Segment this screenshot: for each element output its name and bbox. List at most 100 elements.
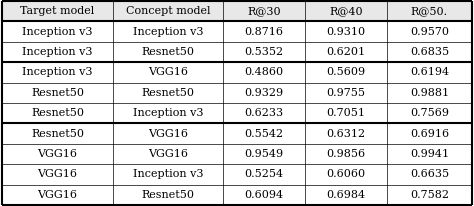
Bar — [223, 144, 305, 164]
Text: 0.7582: 0.7582 — [410, 190, 449, 200]
Bar — [305, 185, 387, 205]
Text: 0.6094: 0.6094 — [245, 190, 283, 200]
Text: Target model: Target model — [20, 6, 95, 16]
Bar — [2, 42, 113, 62]
Text: 0.9755: 0.9755 — [327, 88, 365, 98]
Bar — [305, 103, 387, 123]
Text: Resnet50: Resnet50 — [141, 88, 194, 98]
Bar — [113, 21, 223, 42]
Bar — [387, 42, 472, 62]
Text: Inception v3: Inception v3 — [133, 169, 203, 179]
Text: 0.6916: 0.6916 — [410, 129, 449, 139]
Bar — [387, 164, 472, 185]
Bar — [113, 144, 223, 164]
Text: 0.6233: 0.6233 — [245, 108, 283, 118]
Bar — [387, 1, 472, 21]
Text: 0.6635: 0.6635 — [410, 169, 449, 179]
Bar — [2, 123, 113, 144]
Text: 0.8716: 0.8716 — [245, 27, 283, 37]
Text: VGG16: VGG16 — [148, 129, 188, 139]
Text: 0.5352: 0.5352 — [245, 47, 283, 57]
Text: Inception v3: Inception v3 — [133, 108, 203, 118]
Bar — [113, 185, 223, 205]
Bar — [387, 21, 472, 42]
Text: Resnet50: Resnet50 — [31, 88, 84, 98]
Text: 0.6194: 0.6194 — [410, 67, 449, 77]
Text: R@30: R@30 — [247, 6, 281, 16]
Text: 0.6984: 0.6984 — [327, 190, 365, 200]
Text: 0.6835: 0.6835 — [410, 47, 449, 57]
Bar — [2, 21, 113, 42]
Bar — [113, 164, 223, 185]
Bar — [387, 185, 472, 205]
Bar — [113, 1, 223, 21]
Text: 0.6060: 0.6060 — [327, 169, 365, 179]
Text: 0.6312: 0.6312 — [327, 129, 365, 139]
Text: 0.9329: 0.9329 — [245, 88, 283, 98]
Bar — [113, 42, 223, 62]
Text: 0.5609: 0.5609 — [327, 67, 365, 77]
Bar — [223, 185, 305, 205]
Bar — [223, 1, 305, 21]
Text: VGG16: VGG16 — [148, 149, 188, 159]
Bar — [223, 164, 305, 185]
Bar — [2, 164, 113, 185]
Text: 0.5542: 0.5542 — [245, 129, 283, 139]
Text: 0.4860: 0.4860 — [245, 67, 283, 77]
Bar — [113, 62, 223, 83]
Bar — [223, 21, 305, 42]
Text: Resnet50: Resnet50 — [31, 108, 84, 118]
Bar — [305, 42, 387, 62]
Text: 0.7051: 0.7051 — [327, 108, 365, 118]
Text: VGG16: VGG16 — [37, 190, 78, 200]
Bar — [223, 123, 305, 144]
Text: Resnet50: Resnet50 — [31, 129, 84, 139]
Text: Concept model: Concept model — [126, 6, 210, 16]
Text: R@40: R@40 — [329, 6, 363, 16]
Bar — [2, 1, 113, 21]
Text: 0.6201: 0.6201 — [327, 47, 365, 57]
Text: Inception v3: Inception v3 — [22, 27, 93, 37]
Bar — [2, 185, 113, 205]
Text: Resnet50: Resnet50 — [141, 47, 194, 57]
Bar — [223, 42, 305, 62]
Text: 0.9856: 0.9856 — [327, 149, 365, 159]
Text: Inception v3: Inception v3 — [22, 47, 93, 57]
Bar — [305, 1, 387, 21]
Bar — [305, 62, 387, 83]
Text: VGG16: VGG16 — [37, 169, 78, 179]
Text: 0.9941: 0.9941 — [410, 149, 449, 159]
Text: R@50.: R@50. — [411, 6, 448, 16]
Text: 0.9310: 0.9310 — [327, 27, 365, 37]
Text: 0.7569: 0.7569 — [410, 108, 449, 118]
Bar — [2, 62, 113, 83]
Text: 0.9549: 0.9549 — [245, 149, 283, 159]
Text: VGG16: VGG16 — [148, 67, 188, 77]
Text: 0.9881: 0.9881 — [410, 88, 449, 98]
Bar — [113, 123, 223, 144]
Text: Resnet50: Resnet50 — [141, 190, 194, 200]
Bar — [223, 103, 305, 123]
Text: 0.9570: 0.9570 — [410, 27, 449, 37]
Bar — [305, 164, 387, 185]
Bar — [387, 103, 472, 123]
Bar — [387, 83, 472, 103]
Bar — [223, 62, 305, 83]
Bar — [387, 144, 472, 164]
Bar — [305, 21, 387, 42]
Bar — [2, 103, 113, 123]
Bar — [113, 83, 223, 103]
Bar — [113, 103, 223, 123]
Bar — [305, 144, 387, 164]
Bar — [305, 83, 387, 103]
Bar — [387, 62, 472, 83]
Text: Inception v3: Inception v3 — [22, 67, 93, 77]
Bar — [223, 83, 305, 103]
Bar — [2, 144, 113, 164]
Bar — [305, 123, 387, 144]
Text: VGG16: VGG16 — [37, 149, 78, 159]
Bar — [2, 83, 113, 103]
Text: 0.5254: 0.5254 — [245, 169, 283, 179]
Text: Inception v3: Inception v3 — [133, 27, 203, 37]
Bar — [387, 123, 472, 144]
